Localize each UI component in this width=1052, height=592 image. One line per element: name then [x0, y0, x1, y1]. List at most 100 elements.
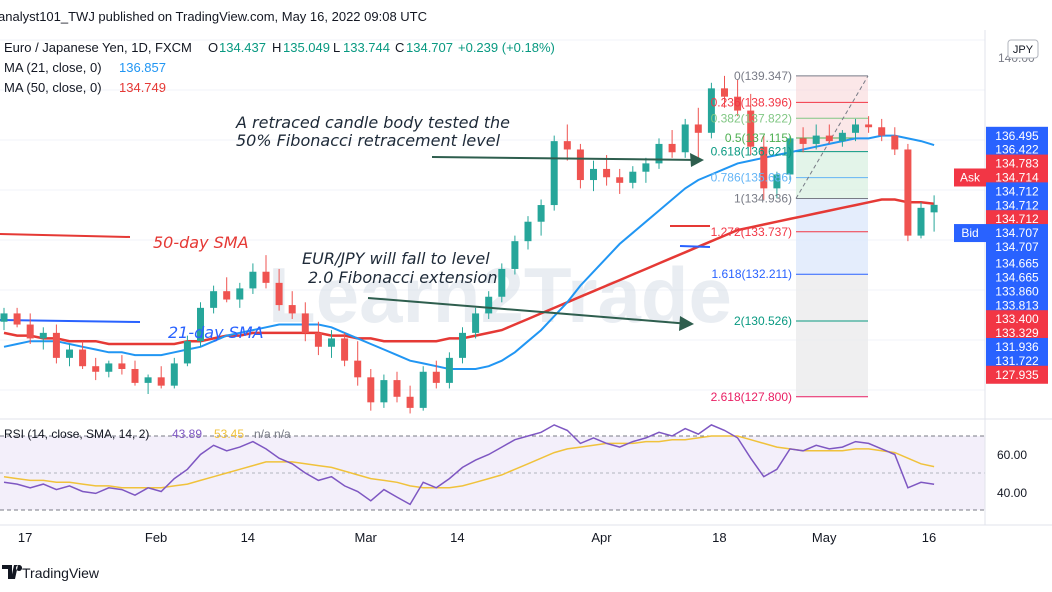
ohlc-h-label: H [272, 40, 281, 55]
annotation-retrace-line2[interactable]: 50% Fibonacci retracement level [236, 131, 501, 150]
price-axis[interactable]: 136.495136.422134.783134.714Ask134.71213… [954, 126, 1048, 384]
candle-body [838, 132, 846, 142]
candle-body [485, 296, 493, 314]
sma21-ref-line[interactable] [679, 245, 711, 248]
time-axis[interactable]: 17 Feb 14 Mar 14 Apr 18 May 16 [18, 530, 936, 545]
price-axis-tag[interactable] [986, 154, 1048, 173]
currency-button[interactable]: JPY [1007, 39, 1039, 59]
ohlc-change: +0.239 (+0.18%) [458, 40, 555, 55]
ma50-legend-label[interactable]: MA (50, close, 0) [4, 80, 102, 95]
annotation-sma50[interactable]: 50-day SMA [153, 233, 249, 252]
price-axis-tag[interactable] [986, 324, 1048, 343]
candle-body [432, 371, 440, 383]
price-axis-side-tag[interactable] [954, 224, 986, 243]
rsi-axis-60: 60.00 [997, 448, 1027, 462]
fib-zone-middle [796, 151, 868, 199]
price-axis-label: 133.329 [995, 326, 1039, 340]
time-axis-label: May [812, 530, 837, 545]
fib-level-label: 1.272(133.737) [711, 225, 792, 239]
annotation-arrow-retrace[interactable] [431, 156, 701, 161]
ohlc-high: 135.049 [283, 40, 330, 55]
price-axis-label: 134.707 [995, 226, 1039, 240]
price-axis-label: 131.722 [995, 354, 1039, 368]
annotation-fall-line1[interactable]: EUR/JPY will fall to level [302, 249, 490, 268]
price-axis-tag[interactable] [986, 224, 1048, 243]
fib-level-label: 2.618(127.800) [711, 390, 792, 404]
candle-body [314, 332, 322, 347]
annotation-retrace-line1[interactable]: A retraced candle body tested the [235, 113, 510, 132]
candle-body [773, 174, 781, 189]
candle-body [328, 338, 335, 347]
price-axis-label: 134.665 [995, 271, 1039, 285]
price-axis-label: 134.712 [995, 184, 1039, 198]
price-axis-tag[interactable] [986, 282, 1048, 301]
candle-body [616, 177, 624, 183]
candle-body [52, 332, 60, 358]
price-axis-label: 133.860 [995, 284, 1039, 298]
price-axis-tag[interactable] [986, 365, 1048, 384]
candle-body [603, 168, 611, 178]
sma21-level-line[interactable] [0, 319, 141, 323]
candle-body [393, 380, 401, 397]
symbol-title[interactable]: Euro / Japanese Yen, 1D, FXCM [4, 40, 192, 55]
price-axis-side-tag[interactable] [954, 168, 986, 187]
candle-body [288, 305, 296, 314]
ohlc-o-label: O [208, 40, 218, 55]
candle-body [92, 366, 100, 372]
rsi-line [3, 424, 935, 506]
candle-body [118, 363, 126, 369]
price-axis-tag[interactable] [986, 168, 1048, 187]
annotation-arrow-fall[interactable] [367, 297, 691, 325]
candle-body [537, 205, 545, 222]
fibonacci-tool[interactable] [795, 75, 869, 398]
fib-level-label: 2(130.526) [734, 314, 792, 328]
candle-body [629, 171, 637, 183]
price-axis-tag[interactable] [986, 310, 1048, 329]
price-axis-tag[interactable] [986, 337, 1048, 356]
candle-body [170, 363, 178, 386]
fib-level-label: 0.786(135.686) [711, 171, 792, 185]
price-axis-tag[interactable] [986, 126, 1048, 145]
price-axis-label: 133.813 [995, 298, 1039, 312]
candle-body [131, 368, 139, 383]
tradingview-logo[interactable]: TradingView [2, 565, 100, 581]
price-axis-tag[interactable] [986, 351, 1048, 370]
candle-body [786, 138, 794, 175]
rsi-axis-40: 40.00 [997, 486, 1027, 500]
candle-body [223, 291, 231, 300]
annotation-arrow-fall-head [679, 316, 694, 331]
price-axis-tag[interactable] [986, 296, 1048, 315]
candle-body [341, 338, 349, 361]
price-axis-tag[interactable] [986, 182, 1048, 201]
price-axis-tag[interactable] [986, 196, 1048, 215]
candle-body [930, 204, 938, 213]
candle-body [760, 146, 768, 189]
price-axis-tag[interactable] [986, 268, 1048, 287]
price-axis-tag[interactable] [986, 210, 1048, 229]
price-axis-label: 133.400 [995, 312, 1039, 326]
ma21-legend-label[interactable]: MA (21, close, 0) [4, 60, 102, 75]
annotation-fall-line2[interactable]: 2.0 Fibonacci extension [308, 268, 497, 287]
time-axis-label: Feb [145, 530, 167, 545]
candle-body [419, 371, 427, 408]
price-axis-tag[interactable] [986, 254, 1048, 273]
candle-body [0, 313, 8, 322]
candle-body [590, 168, 597, 181]
candle-body [66, 349, 73, 358]
price-axis-tag[interactable] [986, 237, 1048, 256]
fibonacci-labels: 0(139.347) 0.236(138.396) 0.382(137.822) 0.… [711, 69, 792, 404]
fib-level-label: 0.236(138.396) [711, 95, 792, 109]
fib-level-label: 1(134.936) [734, 191, 792, 205]
price-axis-label: 134.783 [995, 157, 1039, 171]
ma50-line [3, 198, 935, 346]
price-axis-label: 136.422 [995, 143, 1039, 157]
sma50-level-line[interactable] [0, 233, 131, 238]
candle-body [721, 88, 728, 97]
price-axis-tag[interactable] [986, 140, 1048, 159]
fib-level-label: 0.5(137.115) [725, 131, 792, 145]
currency-label: JPY [1013, 44, 1034, 56]
candle-body [747, 110, 755, 147]
annotation-sma21[interactable]: 21-day SMA [168, 323, 264, 342]
rsi-legend[interactable]: RSI (14, close, SMA, 14, 2) [4, 427, 149, 441]
